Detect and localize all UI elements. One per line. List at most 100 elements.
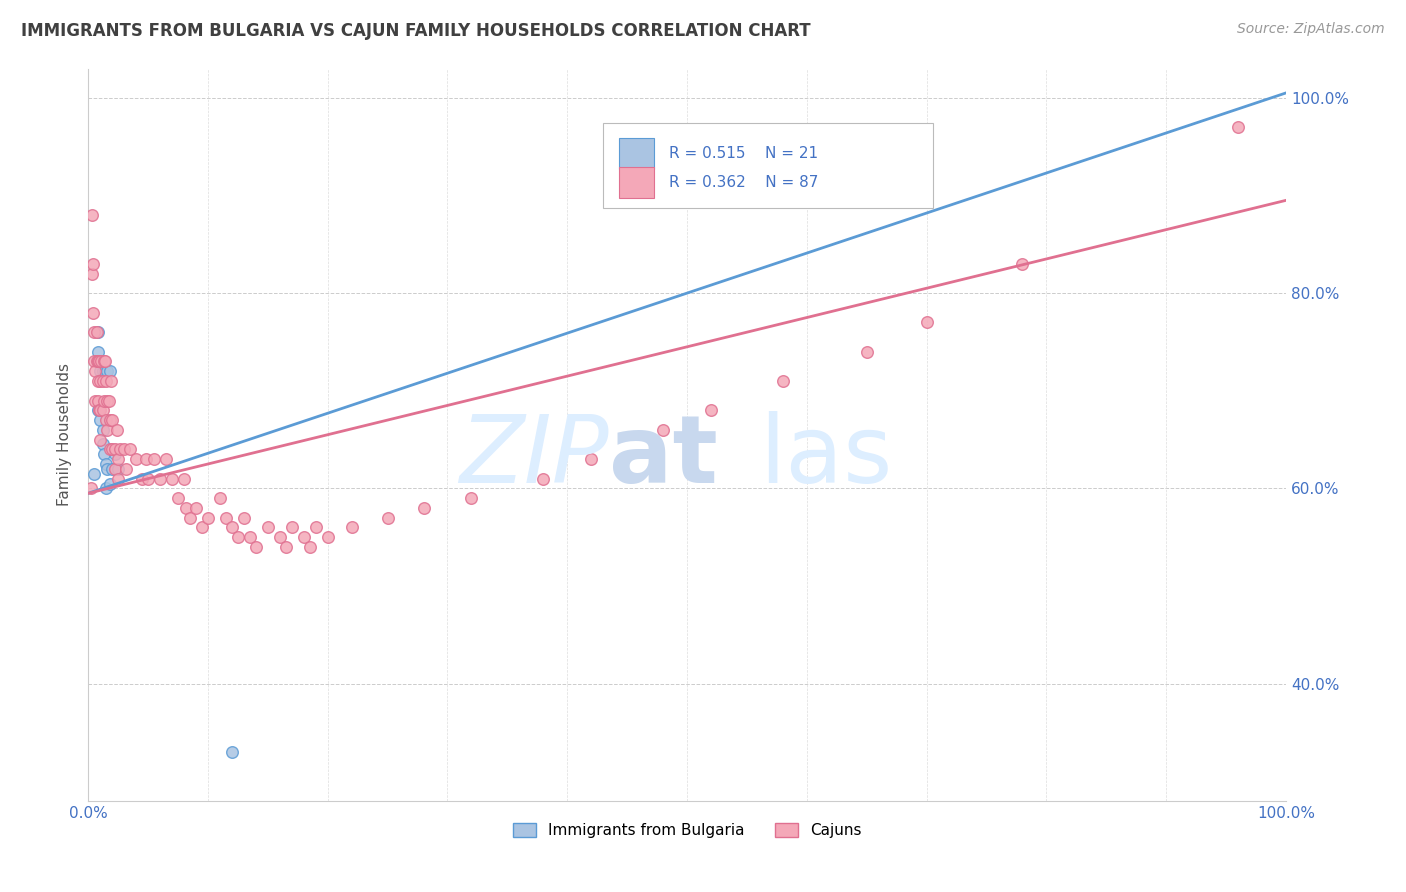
Point [772,374,794,388]
Point [160,472,183,486]
Point [149,472,172,486]
Point [98,413,121,427]
Point [412,500,434,515]
Point [98,442,121,457]
Point [208,491,231,505]
Point [107,452,129,467]
Point [94,374,117,388]
Point [87,354,110,368]
Point [103,462,125,476]
Point [83,467,105,481]
Point [221,520,243,534]
Point [89,413,111,427]
Text: IMMIGRANTS FROM BULGARIA VS CAJUN FAMILY HOUSEHOLDS CORRELATION CHART: IMMIGRANTS FROM BULGARIA VS CAJUN FAMILY… [21,22,811,40]
Point [239,530,262,544]
Point [91,374,114,388]
Point [131,472,153,486]
Point [340,520,363,534]
Point [460,491,482,505]
Point [100,374,122,388]
Legend: Immigrants from Bulgaria, Cajuns: Immigrants from Bulgaria, Cajuns [506,817,868,845]
Point [87,344,110,359]
Point [89,403,111,417]
Point [82,257,104,271]
Point [89,364,111,378]
Point [269,530,291,544]
Y-axis label: Family Households: Family Households [58,363,72,506]
Point [94,413,117,427]
Point [197,510,219,524]
Point [232,510,254,524]
Text: las: las [759,410,893,503]
Point [86,325,108,339]
Point [80,208,103,222]
Text: R = 0.515    N = 21: R = 0.515 N = 21 [669,146,818,161]
Point [94,482,117,496]
Point [700,403,723,417]
Point [581,452,603,467]
Point [107,462,129,476]
Point [298,540,321,554]
Point [155,452,177,467]
Point [274,540,297,554]
Point [83,354,105,368]
Point [82,305,104,319]
Point [98,476,121,491]
Point [90,354,112,368]
Point [120,442,142,457]
Point [256,520,278,534]
Point [87,374,110,388]
Point [184,500,207,515]
Point [112,442,135,457]
Point [97,393,120,408]
Text: at: at [609,410,718,503]
Point [91,403,114,417]
Point [87,354,110,368]
Point [87,403,110,417]
Point [86,354,108,368]
Point [87,403,110,417]
Point [91,364,114,378]
Point [531,472,554,486]
Point [89,433,111,447]
Point [125,452,148,467]
Point [245,540,267,554]
Point [101,413,124,427]
Point [292,530,315,544]
Point [1227,120,1250,134]
Point [173,472,195,486]
Point [110,442,132,457]
Point [103,442,125,457]
Point [93,354,115,368]
Point [96,393,118,408]
Point [84,393,107,408]
Point [915,315,938,329]
Point [94,364,117,378]
Point [1011,257,1033,271]
Point [91,437,114,451]
Point [377,510,399,524]
Point [115,462,138,476]
Point [94,354,117,368]
Point [91,423,114,437]
Point [136,472,159,486]
Point [87,325,110,339]
Point [101,462,124,476]
Point [191,520,214,534]
Point [79,482,101,496]
FancyBboxPatch shape [619,168,654,198]
Point [855,344,877,359]
Text: Source: ZipAtlas.com: Source: ZipAtlas.com [1237,22,1385,37]
Point [281,520,304,534]
Point [305,520,328,534]
Point [93,447,115,461]
Point [226,530,249,544]
Point [143,452,166,467]
Point [652,423,675,437]
Point [98,364,121,378]
Text: R = 0.362    N = 87: R = 0.362 N = 87 [669,175,818,190]
Point [89,374,111,388]
Point [84,364,107,378]
Point [316,530,339,544]
Point [96,462,118,476]
